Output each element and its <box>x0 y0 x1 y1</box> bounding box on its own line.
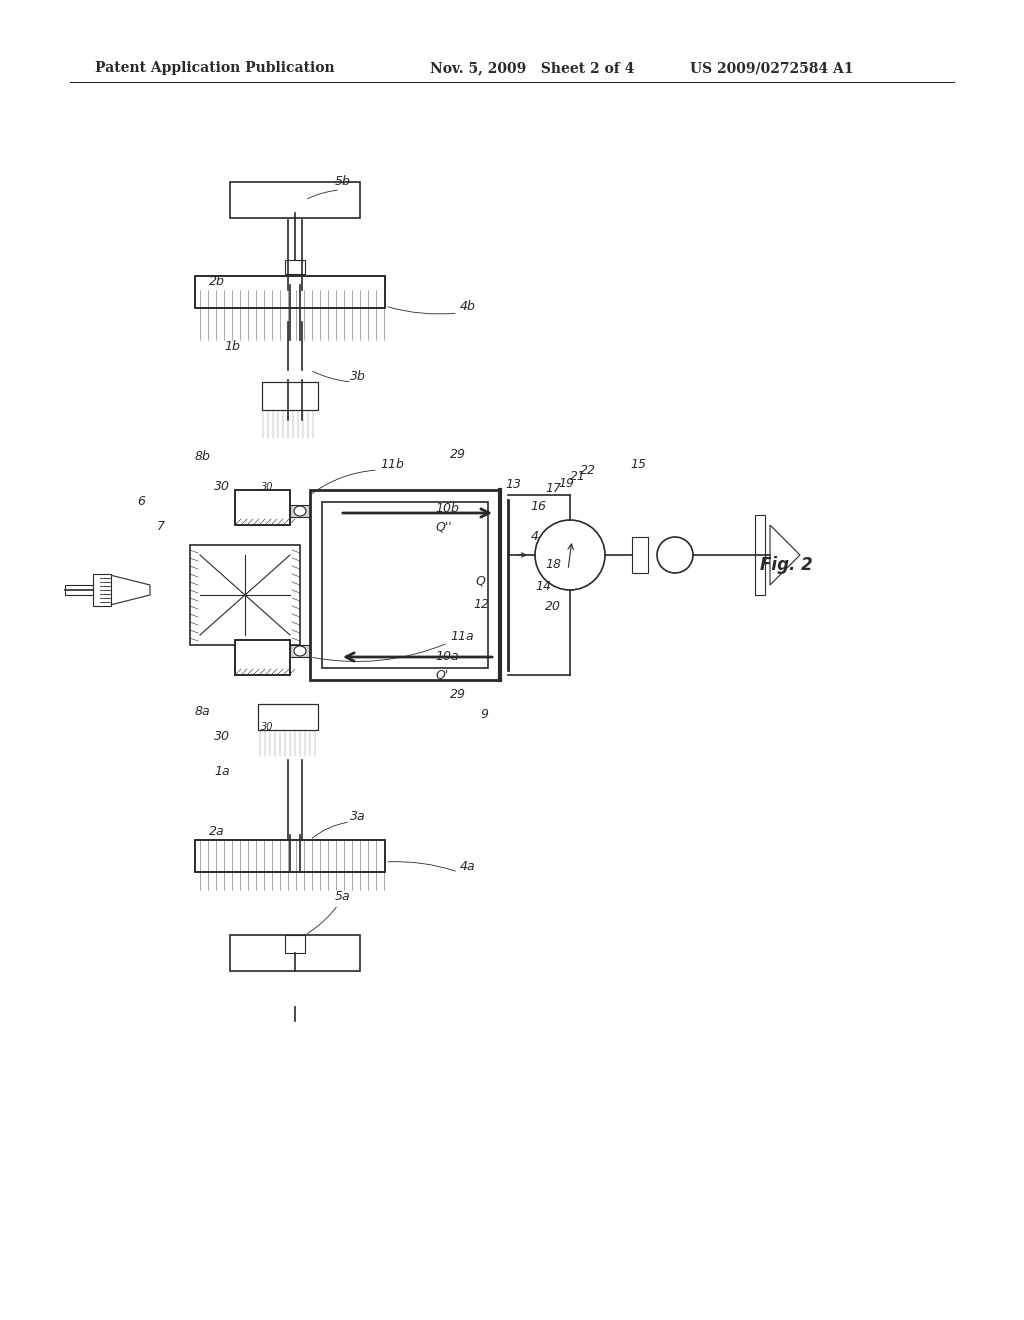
Text: 2a: 2a <box>209 825 225 838</box>
Polygon shape <box>110 576 150 605</box>
Text: 18: 18 <box>545 558 561 572</box>
Text: 30: 30 <box>261 482 273 492</box>
Text: 15: 15 <box>630 458 646 471</box>
Text: 20: 20 <box>545 601 561 612</box>
Ellipse shape <box>294 645 306 656</box>
Bar <box>195 840 385 873</box>
Bar <box>195 276 385 308</box>
Text: 1a: 1a <box>214 766 230 777</box>
Bar <box>234 490 290 525</box>
Text: Patent Application Publication: Patent Application Publication <box>95 61 335 75</box>
Text: 14: 14 <box>535 579 551 593</box>
Bar <box>290 506 310 517</box>
Bar <box>285 260 305 275</box>
Bar <box>290 645 310 657</box>
Ellipse shape <box>294 506 306 516</box>
Text: 4b: 4b <box>460 300 476 313</box>
Text: 3a: 3a <box>350 810 366 822</box>
Text: 22: 22 <box>580 465 596 477</box>
Text: 21: 21 <box>570 470 586 483</box>
Circle shape <box>535 520 605 590</box>
Text: 29: 29 <box>450 688 466 701</box>
Text: 10b: 10b <box>435 502 459 515</box>
Text: 5a: 5a <box>335 890 350 903</box>
Text: 19: 19 <box>558 477 574 490</box>
Text: Q: Q <box>475 576 485 587</box>
Bar <box>230 182 360 218</box>
Text: Nov. 5, 2009   Sheet 2 of 4: Nov. 5, 2009 Sheet 2 of 4 <box>430 61 635 75</box>
Text: 11a: 11a <box>450 630 474 643</box>
Bar <box>310 490 500 680</box>
Text: 8b: 8b <box>195 450 210 463</box>
Text: 13: 13 <box>505 478 521 491</box>
Bar <box>322 502 488 668</box>
Text: 30: 30 <box>214 480 230 492</box>
Bar <box>632 537 648 573</box>
Text: Q'': Q'' <box>435 520 452 533</box>
Text: 29: 29 <box>450 447 466 461</box>
Text: Fig. 2: Fig. 2 <box>760 556 813 574</box>
Bar <box>230 935 360 972</box>
Circle shape <box>657 537 693 573</box>
Text: 10a: 10a <box>435 649 459 663</box>
Bar <box>195 276 385 308</box>
Text: 2b: 2b <box>209 275 225 288</box>
Bar <box>258 704 318 730</box>
Text: 11b: 11b <box>380 458 403 471</box>
Text: US 2009/0272584 A1: US 2009/0272584 A1 <box>690 61 853 75</box>
Text: 12: 12 <box>473 598 489 611</box>
Text: 4: 4 <box>531 531 539 543</box>
Text: 3b: 3b <box>350 370 366 383</box>
Text: Q': Q' <box>435 668 449 681</box>
Polygon shape <box>755 515 765 595</box>
Text: 4a: 4a <box>460 861 475 873</box>
Bar <box>258 704 318 730</box>
Bar <box>195 840 385 873</box>
Text: 6: 6 <box>137 495 145 508</box>
Text: 1b: 1b <box>224 341 240 352</box>
Text: 7: 7 <box>157 520 165 533</box>
Bar <box>262 381 318 411</box>
Text: 8a: 8a <box>195 705 210 718</box>
Text: 30: 30 <box>214 730 230 743</box>
Bar <box>285 935 305 953</box>
Bar <box>262 381 318 411</box>
Text: 30: 30 <box>261 722 273 733</box>
Text: 17: 17 <box>545 482 561 495</box>
Bar <box>93 574 111 606</box>
Bar <box>65 585 93 595</box>
Bar <box>190 545 300 645</box>
Polygon shape <box>770 525 800 585</box>
Bar <box>234 640 290 675</box>
Text: 16: 16 <box>530 500 546 513</box>
Text: 9: 9 <box>480 708 488 721</box>
Text: 5b: 5b <box>335 176 351 187</box>
Bar <box>234 490 290 525</box>
Bar <box>234 640 290 675</box>
